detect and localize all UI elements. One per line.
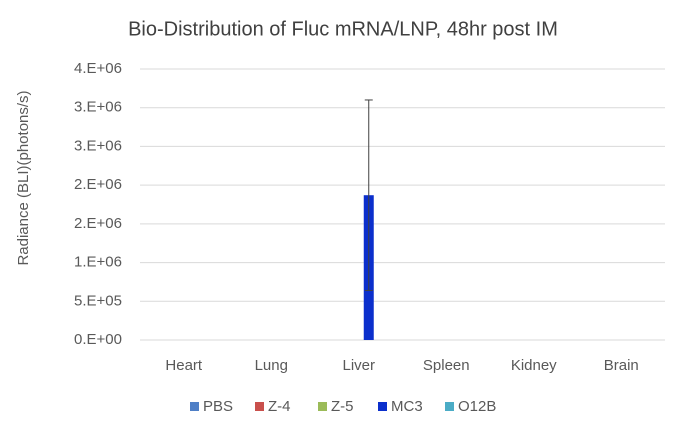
legend-swatch: [255, 402, 264, 411]
y-tick-label: 1.E+06: [74, 254, 122, 271]
x-tick-label: Lung: [255, 357, 288, 374]
legend-label: PBS: [203, 398, 233, 415]
x-tick-label: Liver: [342, 357, 375, 374]
legend-label: MC3: [391, 398, 423, 415]
legend-label: Z-4: [268, 398, 291, 415]
x-tick-label: Brain: [604, 357, 639, 374]
legend-swatch: [190, 402, 199, 411]
legend-label: Z-5: [331, 398, 354, 415]
legend-label: O12B: [458, 398, 496, 415]
chart-title: Bio-Distribution of Fluc mRNA/LNP, 48hr …: [128, 18, 558, 40]
error-bar: [364, 99, 373, 291]
legend-swatch: [378, 402, 387, 411]
y-tick-label: 3.E+06: [74, 99, 122, 116]
y-tick-label: 0.E+00: [74, 331, 122, 348]
y-tick-label: 4.E+06: [74, 60, 122, 77]
x-tick-label: Kidney: [511, 357, 557, 374]
y-tick-label: 2.E+06: [74, 176, 122, 193]
legend-swatch: [318, 402, 327, 411]
y-axis-title: Radiance (BLI)(photons/s): [15, 90, 32, 265]
y-tick-label: 2.E+06: [74, 215, 122, 232]
legend-swatch: [445, 402, 454, 411]
x-tick-label: Spleen: [423, 357, 470, 374]
y-tick-label: 5.E+05: [74, 292, 122, 309]
y-tick-label: 3.E+06: [74, 137, 122, 154]
x-tick-label: Heart: [165, 357, 203, 374]
